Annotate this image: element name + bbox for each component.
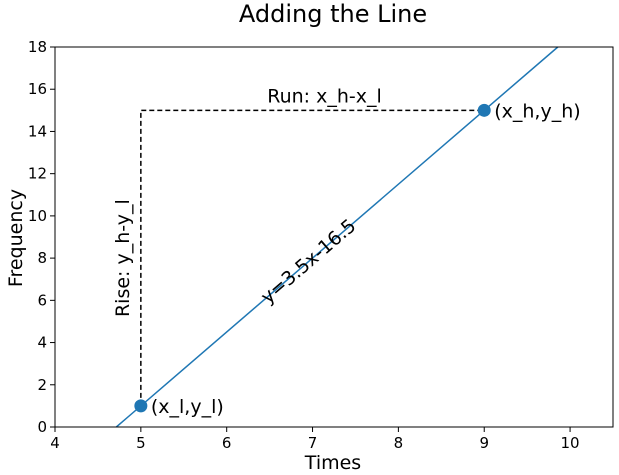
plot-area: (x_l,y_l) (x_h,y_h) [115, 46, 581, 428]
y-tick-label: 12 [28, 165, 47, 183]
y-tick-label: 14 [28, 122, 47, 140]
y-ticks: 0 2 4 6 8 10 12 14 16 18 [28, 38, 55, 436]
x-tick-label: 6 [222, 434, 232, 452]
line-equation-label: y=3.5x-16.5 [257, 215, 361, 309]
y-tick-label: 18 [28, 38, 47, 56]
rise-annotation: Rise: y_h-y_l [112, 199, 134, 317]
y-axis-label: Frequency [5, 189, 27, 287]
y-tick-label: 6 [37, 291, 47, 309]
plot-frame [54, 46, 614, 428]
x-tick-label: 7 [308, 434, 318, 452]
x-tick-label: 5 [136, 434, 146, 452]
x-axis-label: Times [304, 452, 361, 474]
x-tick-label: 9 [479, 434, 489, 452]
run-annotation: Run: x_h-x_l [267, 85, 382, 107]
rise-run-guide [140, 109, 485, 406]
data-point [477, 103, 491, 117]
x-tick-label: 4 [50, 434, 60, 452]
y-tick-label: 8 [37, 249, 47, 267]
x-tick-label: 8 [394, 434, 404, 452]
y-tick-label: 2 [37, 376, 47, 394]
y-tick-label: 16 [28, 80, 47, 98]
data-point [134, 399, 148, 413]
x-ticks: 4 5 6 7 8 9 10 [50, 427, 580, 452]
chart-title: Adding the Line [239, 0, 427, 28]
point-label: (x_l,y_l) [151, 396, 224, 418]
y-tick-label: 4 [37, 334, 47, 352]
x-tick-label: 10 [561, 434, 580, 452]
point-label: (x_h,y_h) [494, 100, 580, 122]
y-tick-label: 0 [37, 418, 47, 436]
y-tick-label: 10 [28, 207, 47, 225]
